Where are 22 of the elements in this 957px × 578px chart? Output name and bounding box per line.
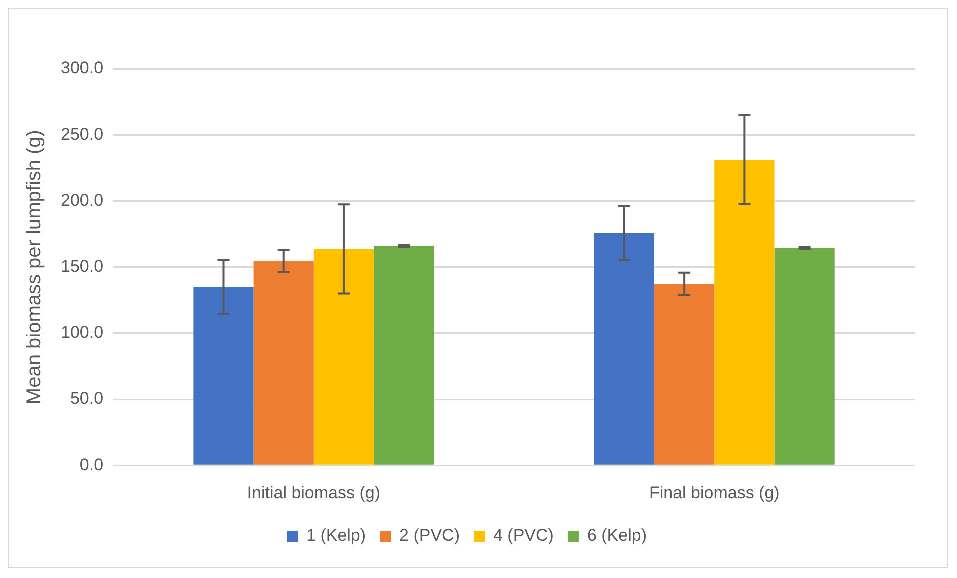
legend-label: 2 (PVC) xyxy=(400,526,460,546)
legend-label: 6 (Kelp) xyxy=(587,526,647,546)
bar xyxy=(374,246,434,465)
bar xyxy=(774,248,835,465)
y-tick-label: 100.0 xyxy=(60,323,104,342)
legend-label: 1 (Kelp) xyxy=(306,526,366,546)
y-tick-label: 300.0 xyxy=(60,58,104,78)
y-tick-label: 50.0 xyxy=(70,389,104,408)
y-tick-label: 200.0 xyxy=(60,190,104,210)
bar xyxy=(254,261,314,465)
bar xyxy=(654,284,715,465)
x-tick-label: Final biomass (g) xyxy=(649,483,780,502)
bar xyxy=(314,249,374,465)
x-tick-label: Initial biomass (g) xyxy=(247,483,381,502)
bar xyxy=(194,287,254,465)
y-tick-label: 0.0 xyxy=(80,455,104,474)
bar xyxy=(714,160,775,465)
bar xyxy=(594,233,655,465)
y-tick-label: 150.0 xyxy=(60,256,104,276)
y-tick-label: 250.0 xyxy=(60,124,104,144)
y-axis-title: Mean biomass per lumpfish (g) xyxy=(24,130,46,405)
legend-label: 4 (PVC) xyxy=(494,526,554,546)
